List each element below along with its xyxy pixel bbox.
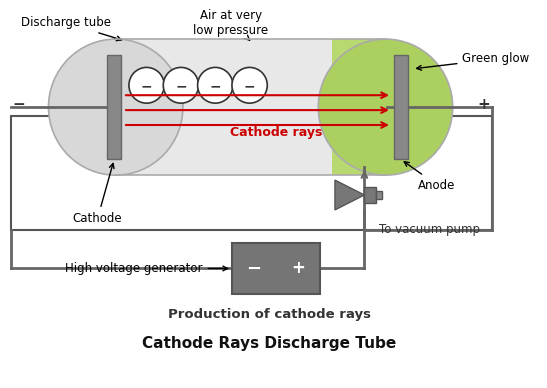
Text: High voltage generator: High voltage generator: [65, 262, 228, 275]
Circle shape: [197, 68, 233, 103]
Ellipse shape: [318, 39, 453, 175]
Bar: [232, 242, 320, 294]
Polygon shape: [335, 180, 364, 210]
Text: −: −: [210, 79, 221, 93]
Text: +: +: [292, 260, 306, 277]
Bar: [115, 39, 386, 175]
Bar: [364, 187, 376, 203]
Bar: [331, 39, 386, 175]
Text: Cathode rays: Cathode rays: [230, 126, 322, 139]
Text: Air at very
low pressure: Air at very low pressure: [194, 9, 269, 40]
Text: Discharge tube: Discharge tube: [21, 16, 121, 41]
Text: Production of cathode rays: Production of cathode rays: [168, 308, 371, 320]
Circle shape: [129, 68, 164, 103]
Text: −: −: [141, 79, 153, 93]
Text: +: +: [478, 97, 491, 112]
Bar: [376, 191, 382, 199]
Text: Cathode Rays Discharge Tube: Cathode Rays Discharge Tube: [142, 336, 397, 352]
Text: To vacuum pump: To vacuum pump: [379, 223, 480, 236]
Text: Anode: Anode: [404, 162, 456, 192]
Text: Cathode: Cathode: [73, 163, 123, 225]
Text: −: −: [175, 79, 187, 93]
Ellipse shape: [49, 39, 183, 175]
Bar: [107, 55, 121, 159]
Bar: [11, 116, 492, 230]
Circle shape: [232, 68, 267, 103]
Text: −: −: [246, 260, 261, 277]
Text: −: −: [13, 97, 25, 112]
Bar: [394, 55, 408, 159]
Text: Green glow: Green glow: [417, 52, 529, 70]
Text: −: −: [244, 79, 255, 93]
Circle shape: [163, 68, 199, 103]
